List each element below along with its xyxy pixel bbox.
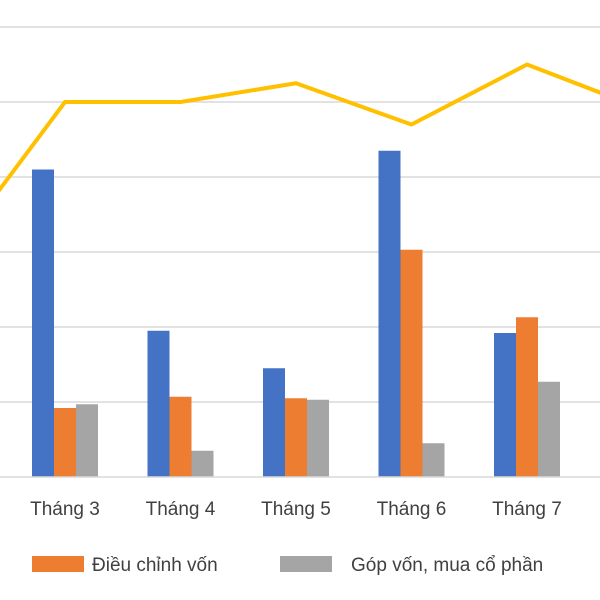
- bar-series-1: [494, 333, 516, 477]
- bar-series-2: [400, 249, 423, 477]
- bar-series-3: [538, 381, 560, 477]
- bar-series-2: [54, 408, 76, 477]
- line-series: [0, 62, 600, 193]
- bar-series-1: [32, 169, 54, 477]
- legend-swatch-gop-von-mua-co-phan: [280, 556, 332, 572]
- x-tick-label: Tháng 5: [261, 499, 331, 520]
- bar-series-1: [147, 330, 170, 477]
- bar-series-3: [422, 443, 445, 477]
- legend-swatch-dieu-chinh-von: [32, 556, 84, 572]
- x-tick-label: Tháng 7: [492, 499, 562, 520]
- legend-label-gop-von-mua-co-phan: Góp vốn, mua cổ phần: [351, 555, 543, 576]
- bar-series-3: [307, 399, 329, 477]
- legend: Điều chỉnh vốn Góp vốn, mua cổ phần: [32, 555, 543, 576]
- bar-series-2: [516, 317, 538, 477]
- bar-series-2: [285, 398, 307, 477]
- x-tick-labels: Tháng 3 Tháng 4 Tháng 5 Tháng 6 Tháng 7: [30, 499, 562, 520]
- bar-series-1: [378, 150, 401, 477]
- bar-series-2: [169, 396, 192, 477]
- bars: [32, 150, 560, 477]
- bar-series-1: [263, 368, 285, 477]
- legend-label-dieu-chinh-von: Điều chỉnh vốn: [92, 555, 218, 576]
- bar-series-3: [76, 404, 98, 477]
- x-tick-label: Tháng 3: [30, 499, 100, 520]
- bar-series-3: [191, 450, 214, 477]
- x-tick-label: Tháng 4: [146, 499, 216, 520]
- x-tick-label: Tháng 6: [377, 499, 447, 520]
